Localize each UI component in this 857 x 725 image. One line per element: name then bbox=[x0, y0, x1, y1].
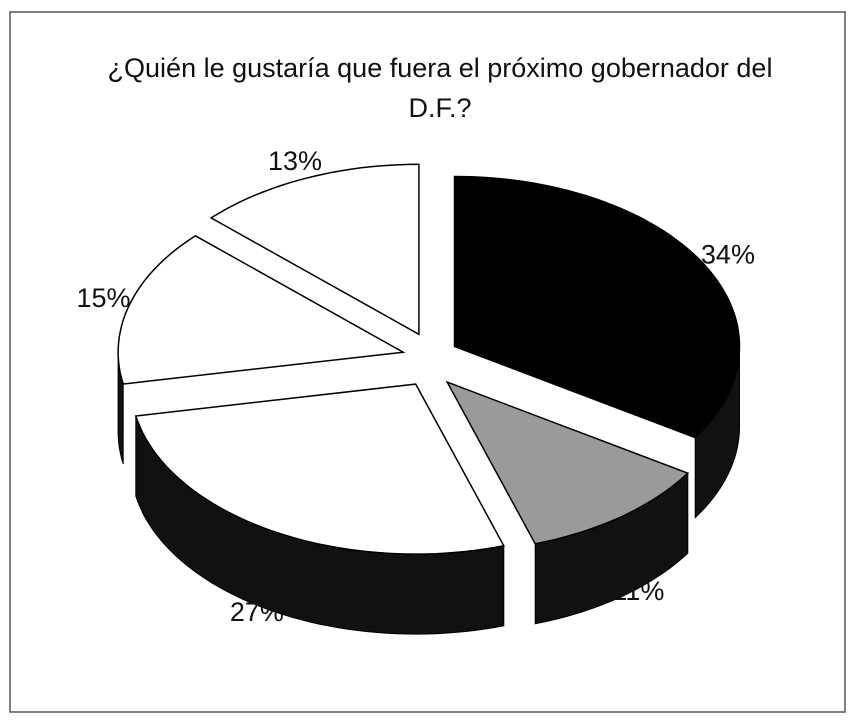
data-label: 13% bbox=[268, 146, 322, 176]
slice bbox=[445, 380, 690, 545]
slice bbox=[134, 383, 505, 555]
data-label: 34% bbox=[701, 240, 755, 270]
data-label: 15% bbox=[76, 283, 130, 313]
frame bbox=[9, 11, 846, 713]
data-label: 27% bbox=[230, 597, 284, 627]
slice bbox=[453, 175, 741, 439]
data-label: 11% bbox=[612, 576, 664, 606]
chart-title: ¿Quién le gustaría que fuera el próximo … bbox=[107, 53, 773, 123]
slice bbox=[209, 163, 420, 336]
slice bbox=[117, 234, 406, 385]
